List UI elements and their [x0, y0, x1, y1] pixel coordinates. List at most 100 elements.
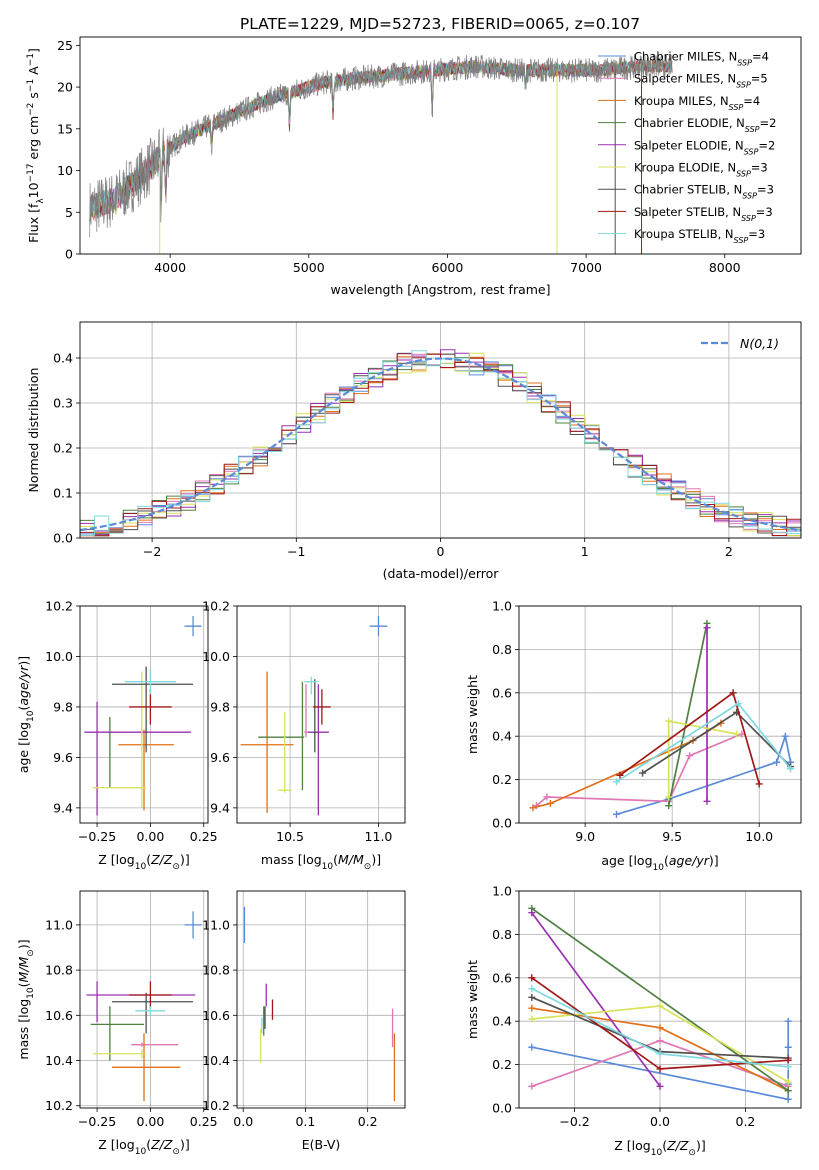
x-tick-label: 0.1 [295, 1114, 315, 1129]
mass-weight-marker [656, 1037, 664, 1045]
y-tick-label: 0.0 [53, 531, 73, 546]
panel-spectrum: 4000 5000 6000 7000 8000 0 5 10 15 20 25 wavelength… [26, 36, 802, 297]
y-tick-label: 0.2 [53, 441, 73, 456]
legend-entry: Kroupa STELIB, NSSP=3 [634, 227, 765, 245]
mass-weight-marker [703, 624, 711, 632]
axes-frame-mass_vs_Z [79, 890, 209, 1109]
y-tick-label: 9.6 [53, 750, 73, 765]
x-axis-label: mass [log10(M/M⊙)] [261, 852, 381, 872]
mass-weight-line [535, 733, 743, 807]
x-axis-label: age [log10(age/yr)] [601, 853, 718, 873]
mass-weight-marker [784, 1087, 792, 1095]
x-tick-label: 9.5 [662, 829, 682, 844]
y-tick-label: 0.4 [492, 729, 512, 744]
y-tick-label: 25 [57, 38, 73, 53]
mass-weight-marker [612, 778, 620, 786]
residual-histogram [80, 350, 801, 537]
mass-weight-marker [656, 1050, 664, 1058]
x-tick-label: 1 [581, 544, 589, 559]
plot-area-age_vs_Z [84, 616, 202, 816]
mass-weight-marker [546, 799, 554, 807]
x-tick-label: 10.0 [745, 829, 773, 844]
y-tick-label: 0.8 [492, 642, 512, 657]
y-tick-label: 10 [57, 163, 73, 178]
axes-frame-age_vs_Z [79, 605, 209, 824]
y-tick-label: 10.2 [202, 599, 230, 614]
plot-area-mass_vs_ebv [243, 906, 396, 1102]
y-tick-label: 5 [65, 205, 73, 220]
x-tick-label: 0.00 [136, 829, 164, 844]
mass-weight-marker [784, 1078, 792, 1086]
mass-weight-marker [784, 1095, 792, 1103]
y-axis-label: mass weight [465, 960, 480, 1039]
x-tick-label: −0.2 [559, 1114, 589, 1129]
x-axis-label: Z [log10(Z/Z⊙)] [98, 1137, 189, 1157]
y-tick-label: 10.6 [45, 1008, 73, 1023]
mass-weight-marker [784, 1043, 792, 1051]
axes-frame-residuals [79, 321, 802, 539]
mass-weight-marker [665, 717, 673, 725]
legend-entry: N(0,1) [740, 336, 779, 351]
legend-entry: Salpeter ELODIE, NSSP=2 [634, 138, 775, 156]
mass-weight-marker [729, 689, 737, 697]
plot-area-residuals [80, 349, 801, 537]
y-tick-label: 10.0 [202, 649, 230, 664]
x-tick-label: 11.0 [365, 829, 393, 844]
y-tick-label: 0.0 [492, 1101, 512, 1116]
y-tick-label: 10.0 [45, 649, 73, 664]
y-tick-label: 10.8 [202, 963, 230, 978]
legend-entry: Kroupa ELODIE, NSSP=3 [634, 161, 768, 179]
y-tick-label: 10.4 [45, 1053, 73, 1068]
y-tick-label: 0.4 [492, 1014, 512, 1029]
normal-distribution-curve [80, 357, 801, 532]
panel-mass_vs_Z: −0.25 0.00 0.25 10.2 10.4 10.6 10.8 11.0 Z [log1… [16, 890, 218, 1157]
x-tick-label: −0.25 [78, 829, 116, 844]
mass-weight-marker [787, 765, 795, 773]
axes-frame-massweight_vs_Z [518, 890, 802, 1109]
mass-weight-marker [781, 732, 789, 740]
x-tick-label: 2 [725, 544, 733, 559]
y-tick-label: 0.8 [492, 927, 512, 942]
legend-entry: Chabrier STELIB, NSSP=3 [634, 183, 774, 201]
y-tick-label: 1.0 [492, 599, 512, 614]
y-tick-label: 0.1 [53, 486, 73, 501]
mass-weight-marker [528, 1043, 536, 1051]
y-tick-label: 0.2 [492, 1057, 512, 1072]
y-tick-label: 1.0 [492, 884, 512, 899]
x-tick-label: 9.0 [575, 829, 595, 844]
y-axis-label: Normed distribution [26, 368, 41, 493]
panel-age_vs_mass: 10.5 11.0 9.4 9.6 9.8 10.0 10.2 mass [log10(M/M… [202, 599, 406, 872]
mass-weight-marker [528, 1082, 536, 1090]
x-tick-label: 0.0 [650, 1114, 670, 1129]
axes-frame-massweight_vs_age [518, 605, 802, 824]
y-tick-label: 9.8 [53, 699, 73, 714]
axes-frame-age_vs_mass [236, 605, 406, 824]
y-tick-label: 11.0 [45, 917, 73, 932]
plot-area-spectrum [89, 53, 673, 254]
mass-weight-marker [755, 780, 763, 788]
mass-weight-marker [656, 1082, 664, 1090]
x-tick-label: 5000 [293, 260, 325, 275]
y-tick-label: 10.2 [202, 1098, 230, 1113]
x-tick-label: 0 [437, 544, 445, 559]
x-axis-label: (data-model)/error [383, 566, 500, 581]
mass-weight-marker [686, 752, 694, 760]
legend-entry: Chabrier MILES, NSSP=4 [634, 50, 769, 68]
y-axis-label: age [log10(age/yr)] [16, 656, 36, 773]
mass-weight-marker [616, 771, 624, 779]
panel-massweight_vs_Z: −0.2 0.0 0.2 0.0 0.2 0.4 0.6 0.8 1.0 Z [log10(Z/Z… [465, 884, 802, 1158]
mass-weight-line [531, 912, 661, 1087]
y-tick-label: 0.3 [53, 396, 73, 411]
mass-weight-marker [543, 793, 551, 801]
x-axis-label: wavelength [Angstrom, rest frame] [330, 282, 550, 297]
mass-weight-marker [733, 730, 741, 738]
mass-weight-line [667, 623, 708, 806]
y-tick-label: 0.4 [53, 351, 73, 366]
mass-weight-marker [703, 797, 711, 805]
mass-weight-marker [528, 985, 536, 993]
y-tick-label: 9.4 [53, 800, 73, 815]
x-tick-label: 4000 [154, 260, 186, 275]
x-axis-label: Z [log10(Z/Z⊙)] [614, 1138, 705, 1158]
plot-area-mass_vs_Z [86, 911, 202, 1102]
y-tick-label: 11.0 [202, 917, 230, 932]
